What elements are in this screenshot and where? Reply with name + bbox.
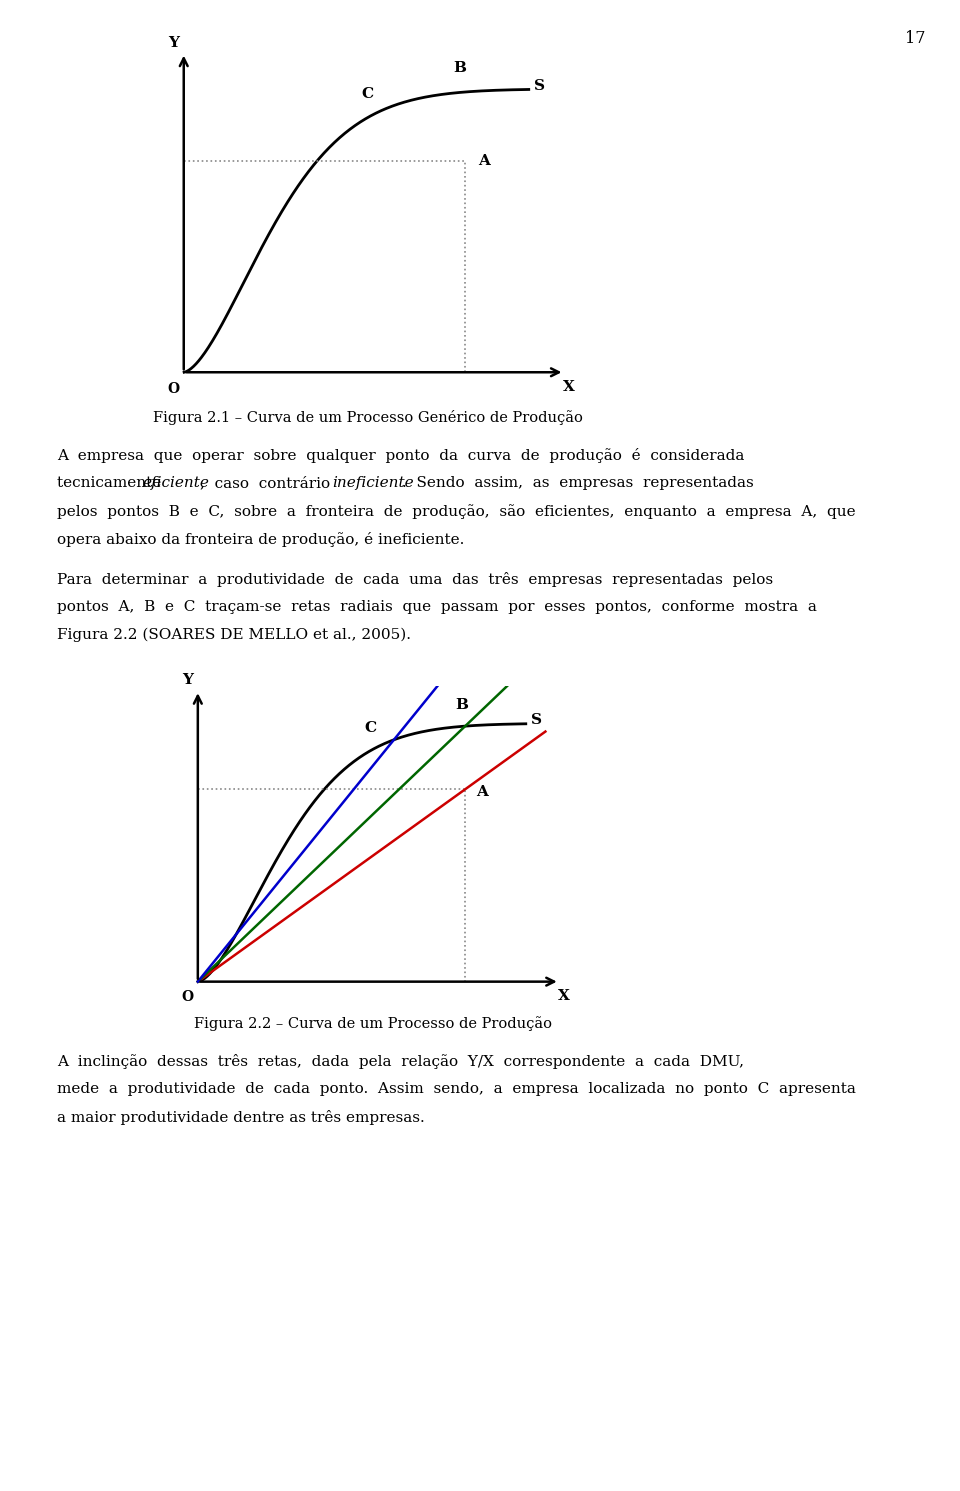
Text: eficiente: eficiente — [143, 476, 209, 491]
Text: A  empresa  que  operar  sobre  qualquer  ponto  da  curva  de  produção  é  con: A empresa que operar sobre qualquer pont… — [57, 447, 744, 464]
Text: B: B — [455, 698, 468, 711]
Text: A  inclinção  dessas  três  retas,  dada  pela  relação  Y/X  correspondente  a : A inclinção dessas três retas, dada pela… — [57, 1054, 744, 1069]
Text: O: O — [181, 990, 194, 1005]
Text: tecnicamente: tecnicamente — [57, 476, 166, 491]
Text: ineficiente: ineficiente — [332, 476, 414, 491]
Text: opera abaixo da fronteira de produção, é ineficiente.: opera abaixo da fronteira de produção, é… — [57, 532, 465, 547]
Text: O: O — [167, 382, 180, 395]
Text: 17: 17 — [905, 30, 925, 48]
Text: .  Sendo  assim,  as  empresas  representadas: . Sendo assim, as empresas representadas — [402, 476, 755, 491]
Text: Para  determinar  a  produtividade  de  cada  uma  das  três  empresas  represen: Para determinar a produtividade de cada … — [57, 573, 773, 587]
Text: S: S — [531, 714, 542, 728]
Text: Figura 2.2 (SOARES DE MELLO et al., 2005).: Figura 2.2 (SOARES DE MELLO et al., 2005… — [57, 628, 411, 643]
Text: B: B — [453, 61, 466, 75]
Text: C: C — [361, 86, 373, 101]
Text: a maior produtividade dentre as três empresas.: a maior produtividade dentre as três emp… — [57, 1109, 424, 1126]
Text: pelos  pontos  B  e  C,  sobre  a  fronteira  de  produção,  são  eficientes,  e: pelos pontos B e C, sobre a fronteira de… — [57, 504, 855, 519]
Text: A: A — [478, 154, 490, 168]
Text: Figura 2.1 – Curva de um Processo Genérico de Produção: Figura 2.1 – Curva de um Processo Genéri… — [153, 410, 583, 425]
Text: Y: Y — [168, 36, 179, 49]
Text: A: A — [476, 786, 488, 799]
Text: S: S — [535, 79, 545, 92]
Text: ,  caso  contrário: , caso contrário — [201, 476, 340, 491]
Text: C: C — [365, 722, 376, 735]
Text: Figura 2.2 – Curva de um Processo de Produção: Figura 2.2 – Curva de um Processo de Pro… — [194, 1015, 551, 1030]
Text: mede  a  produtividade  de  cada  ponto.  Assim  sendo,  a  empresa  localizada : mede a produtividade de cada ponto. Assi… — [57, 1082, 856, 1096]
Text: Y: Y — [182, 674, 193, 687]
Text: X: X — [559, 989, 570, 1003]
Text: X: X — [564, 380, 575, 394]
Text: pontos  A,  B  e  C  traçam-se  retas  radiais  que  passam  por  esses  pontos,: pontos A, B e C traçam-se retas radiais … — [57, 599, 817, 614]
